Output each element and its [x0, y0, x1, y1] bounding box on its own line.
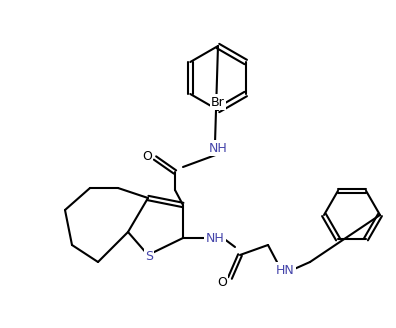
Text: HN: HN	[276, 263, 294, 277]
Text: S: S	[145, 250, 153, 262]
Text: NH: NH	[206, 232, 225, 244]
Text: Br: Br	[211, 95, 225, 109]
Text: NH: NH	[209, 141, 227, 154]
Text: O: O	[217, 277, 227, 290]
Text: O: O	[142, 150, 152, 162]
